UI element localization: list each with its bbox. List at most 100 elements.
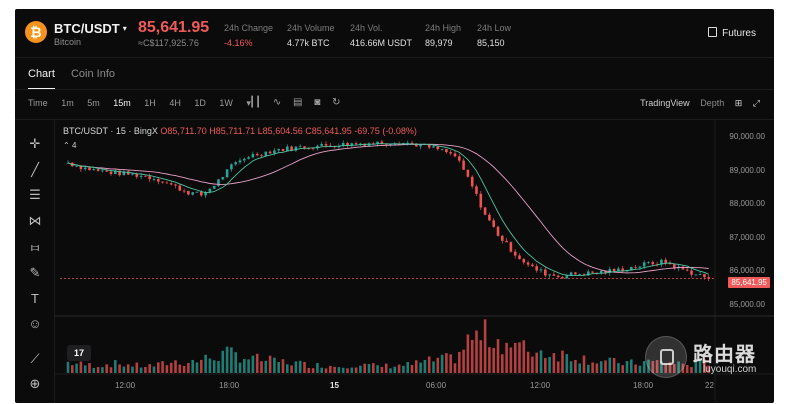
trendline-icon[interactable]: ╱ [31,162,39,177]
volume-bar [204,354,207,373]
volume-bar [294,361,298,373]
pattern-icon[interactable]: ⋈ [28,213,42,228]
indicators-icon[interactable]: ∿ [272,97,282,108]
candle-body [561,277,564,279]
candle-body [217,179,220,186]
candle-body [260,155,263,156]
x-tick-label: 22 [705,381,714,390]
emoji-icon[interactable]: ☺ [28,316,42,331]
zoom-in-icon[interactable]: ⊕ [29,376,41,391]
interval-1w[interactable]: 1W [219,98,233,108]
volume-bar [458,351,461,373]
volume-bar [432,361,435,373]
crosshair-icon[interactable]: ✛ [29,136,41,151]
candle-body [415,143,418,147]
horizontal-lines-icon[interactable]: ☰ [29,187,41,202]
candle-body [208,188,212,193]
template-icon[interactable]: ▤ [293,97,303,108]
volume-bar [165,365,169,373]
volume-bar [311,368,315,373]
candle-body [75,165,78,167]
volume-bar [505,342,508,373]
candle-body [647,262,650,263]
candle-body [410,142,414,144]
candle-body [587,271,590,276]
watermark-text: 路由器 [693,344,756,366]
candle-body [496,226,500,236]
refresh-icon[interactable]: ↻ [332,97,341,108]
candle-body [286,146,289,152]
candle-type-icon[interactable]: ┃┃ [249,97,262,108]
volume-bar [277,362,280,373]
candle-body [88,167,91,171]
candle-body [638,266,642,268]
candle-body [139,175,143,177]
volume-bar [698,359,702,373]
interval-time[interactable]: Time [28,98,48,108]
candle-body [118,170,121,176]
candle-body [311,148,315,149]
volume-bar [397,364,401,373]
volume-bar [247,359,250,373]
candle-body [83,167,87,170]
price-chart[interactable] [15,9,774,403]
candle-body [397,143,401,145]
volume-bar [466,334,470,373]
text-icon[interactable]: T [31,291,39,306]
volume-bar [599,361,603,373]
stat-24h-vol-usdt: 24h Vol. 416.66M USDT [350,23,413,48]
layout-grid-icon[interactable]: ⊞ [734,98,743,108]
interval-1h[interactable]: 1H [144,98,156,108]
chart-tools: ┃┃ ∿ ▤ ◙ ↻ [249,97,349,108]
volume-bar [71,365,74,373]
candle-body [212,185,216,189]
volume-bar [157,362,160,373]
interval-1d[interactable]: 1D [194,98,206,108]
candle-body [488,214,491,221]
volume-bar [329,365,332,373]
candle-body [247,157,250,159]
tradingview-toggle[interactable]: TradingView [640,98,690,108]
interval-15m[interactable]: 15m [113,98,131,108]
volume-bar [483,319,487,373]
candle-body [617,268,620,272]
volume-bar [320,367,323,373]
volume-bar [178,364,182,373]
volume-bar [187,362,190,373]
candle-body [346,142,349,146]
volume-bar [169,362,173,373]
interval-1m[interactable]: 1m [61,98,74,108]
tab-coin-info[interactable]: Coin Info [70,68,115,80]
volume-bar [625,361,629,373]
depth-toggle[interactable]: Depth [700,98,725,108]
pair-selector[interactable]: BTC/USDT ▾ [54,21,127,36]
camera-icon[interactable]: ◙ [314,97,321,108]
indicator-toggle[interactable]: ⌃ 4 [63,141,77,150]
fib-icon[interactable]: ⧦ [30,239,40,254]
interval-4h[interactable]: 4H [169,98,181,108]
volume-bar [445,353,448,373]
volume-bar [501,354,504,373]
fullscreen-icon[interactable]: ⤢ [752,98,760,108]
interval-toolbar: Time 1m 5m 15m 1H 4H 1D 1W ▾ [28,98,262,109]
candle-body [599,270,603,274]
volume-bar [393,366,397,373]
volume-bar [685,364,689,373]
futures-button[interactable]: Futures [708,27,756,39]
candle-body [608,269,612,273]
ruler-icon[interactable]: ⟋ [30,351,40,366]
candle-body [354,143,358,145]
volume-bar [526,351,530,373]
brush-icon[interactable]: ✎ [29,265,41,280]
volume-bar [638,365,642,373]
candle-body [96,169,100,171]
volume-bar [281,359,285,373]
bitcoin-icon: ₿ [25,21,47,43]
candle-body [591,271,594,273]
candle-body [251,153,255,158]
interval-more-dropdown[interactable]: ▾ [246,98,251,108]
volume-bar [96,367,100,373]
y-tick-label: 88,000.00 [729,199,765,208]
volume-bar [105,364,108,373]
interval-5m[interactable]: 5m [87,98,100,108]
